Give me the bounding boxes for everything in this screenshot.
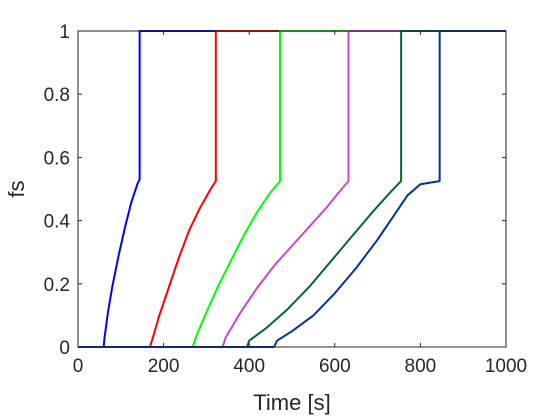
- y-tick-label: 0.6: [44, 148, 70, 169]
- y-axis-label: fs: [4, 180, 29, 197]
- x-tick-label: 600: [319, 356, 351, 377]
- x-axis-label: Time [s]: [253, 390, 330, 415]
- y-tick-label: 0.4: [44, 212, 71, 233]
- plot-area: [78, 31, 506, 347]
- series-line-4: [78, 30, 506, 348]
- series-line-2: [78, 30, 506, 348]
- series-line-5: [78, 30, 506, 348]
- y-tick-label: 1: [59, 22, 70, 43]
- x-tick-label: 1000: [485, 356, 527, 377]
- plot-frame: [77, 30, 507, 348]
- x-tick-label: 400: [233, 356, 265, 377]
- y-tick-label: 0.8: [44, 85, 70, 106]
- y-tick-label: 0: [59, 338, 70, 359]
- x-tick-label: 0: [73, 356, 84, 377]
- series-layer: [78, 30, 506, 348]
- x-tick-label: 200: [148, 356, 180, 377]
- series-line-6: [78, 30, 506, 348]
- series-line-1: [78, 30, 506, 348]
- x-tick-label: 800: [405, 356, 437, 377]
- x-ticks: 0 200 400 600 800 1000: [73, 31, 527, 377]
- series-line-3: [78, 30, 506, 348]
- y-tick-label: 0.2: [44, 275, 70, 296]
- y-ticks: 0 0.2 0.4 0.6 0.8 1: [44, 22, 506, 359]
